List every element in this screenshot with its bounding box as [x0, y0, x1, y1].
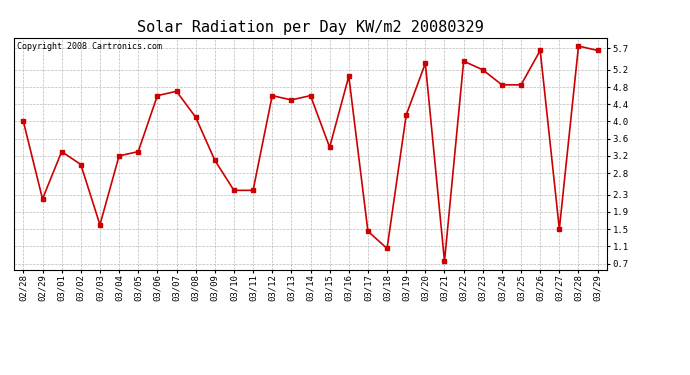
Text: Copyright 2008 Cartronics.com: Copyright 2008 Cartronics.com	[17, 42, 161, 51]
Title: Solar Radiation per Day KW/m2 20080329: Solar Radiation per Day KW/m2 20080329	[137, 20, 484, 35]
